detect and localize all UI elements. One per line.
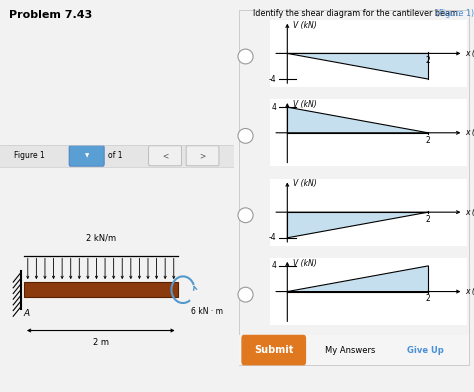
Bar [0, 145, 234, 167]
Polygon shape [287, 266, 428, 292]
Polygon shape [287, 107, 428, 133]
Text: 2 m: 2 m [93, 338, 109, 347]
Text: Submit: Submit [254, 345, 293, 355]
Text: V (kN): V (kN) [293, 180, 317, 189]
Text: 2 kN/m: 2 kN/m [86, 233, 116, 242]
Circle shape [238, 208, 253, 223]
Text: V (kN): V (kN) [293, 21, 317, 30]
Text: 2: 2 [426, 56, 430, 65]
Bar [239, 335, 469, 365]
Text: My Answers: My Answers [325, 346, 376, 354]
Text: 4: 4 [272, 261, 277, 270]
Text: 2: 2 [426, 294, 430, 303]
Circle shape [238, 129, 253, 143]
Text: 2: 2 [426, 215, 430, 224]
Polygon shape [287, 212, 428, 238]
Text: of 1: of 1 [108, 151, 122, 160]
Text: x (m): x (m) [465, 49, 474, 58]
Text: V (kN): V (kN) [293, 100, 317, 109]
Text: -4: -4 [269, 233, 277, 242]
Text: -4: -4 [269, 74, 277, 83]
Circle shape [238, 287, 253, 302]
Text: (Figure 1): (Figure 1) [436, 9, 474, 18]
FancyBboxPatch shape [149, 146, 182, 166]
Polygon shape [287, 53, 428, 79]
Text: x (m): x (m) [465, 208, 474, 217]
FancyBboxPatch shape [69, 145, 104, 166]
Text: x (m): x (m) [465, 287, 474, 296]
Text: 6 kN · m: 6 kN · m [191, 307, 223, 316]
Text: Problem 7.43: Problem 7.43 [9, 10, 92, 20]
Text: 2: 2 [426, 136, 430, 145]
FancyBboxPatch shape [241, 335, 306, 365]
Text: Identify the shear diagram for the cantilever beam.: Identify the shear diagram for the canti… [253, 9, 461, 18]
Text: A: A [24, 309, 30, 318]
Text: Give Up: Give Up [407, 346, 444, 354]
Bar [24, 282, 178, 297]
Text: >: > [200, 151, 206, 160]
Text: ▼: ▼ [84, 153, 89, 158]
Text: Figure 1: Figure 1 [14, 151, 45, 160]
Text: 4: 4 [272, 103, 277, 112]
Circle shape [238, 49, 253, 64]
Text: <: < [162, 151, 168, 160]
FancyBboxPatch shape [186, 146, 219, 166]
Text: V (kN): V (kN) [293, 259, 317, 268]
Text: x (m): x (m) [465, 128, 474, 137]
